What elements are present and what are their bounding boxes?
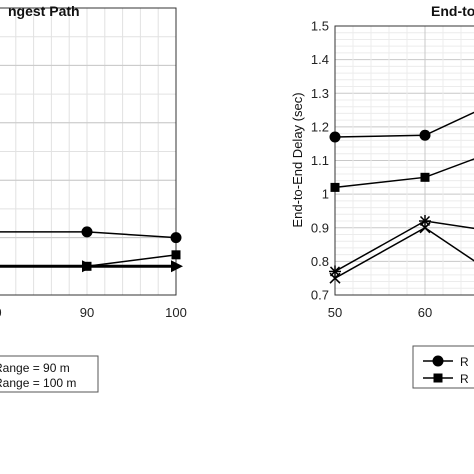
left-legend-label-1: Range = 100 m <box>0 376 76 390</box>
right-legend-label-0: R <box>460 355 469 369</box>
right-y-tick-label: 1.4 <box>311 52 329 67</box>
right-series-1-point <box>420 172 430 182</box>
left-chart: ngest Path 0 90 100 Range = 90 m Range = 1… <box>0 3 187 393</box>
right-legend-label-1: R <box>460 372 469 386</box>
right-series-3-point-stroke <box>419 222 431 234</box>
left-legend-label-0: Range = 90 m <box>0 361 70 375</box>
left-series-1-point <box>171 260 183 273</box>
left-x-tick-label: 0 <box>0 305 2 320</box>
right-series-2-point <box>419 215 431 228</box>
right-series-3-point <box>419 222 431 234</box>
right-y-tick-label: 1.5 <box>311 19 329 34</box>
right-y-axis-label: End-to-End Delay (sec) <box>290 92 305 227</box>
right-x-tick-label: 50 <box>328 305 342 320</box>
left-chart-title: ngest Path <box>8 3 80 19</box>
left-x-ticks: 0 90 100 <box>0 305 187 320</box>
left-legend-box <box>0 355 99 393</box>
left-x-tick-label: 100 <box>165 305 187 320</box>
right-legend-marker-1 <box>433 373 443 383</box>
right-series-3-point <box>329 272 341 284</box>
right-grid <box>334 25 474 296</box>
right-y-tick-label: 1 <box>322 187 329 202</box>
right-series-0-point <box>329 131 341 143</box>
right-x-tick-label: 60 <box>418 305 432 320</box>
right-legend-box <box>412 345 474 389</box>
left-series <box>0 226 183 273</box>
right-chart-title: End-to <box>431 3 474 19</box>
right-chart: End-to End-to-End Delay (sec) 0.7 0.8 0.9 1… <box>290 3 474 389</box>
right-plot-frame <box>334 25 474 296</box>
right-series-3-point-stroke <box>329 272 341 284</box>
right-y-ticks: 0.7 0.8 0.9 1 1.1 1.2 1.3 1.4 1.5 <box>311 19 329 303</box>
left-grid <box>0 7 177 296</box>
right-series-line-3 <box>334 226 474 279</box>
right-y-tick-label: 0.7 <box>311 288 329 303</box>
right-y-tick-label: 0.8 <box>311 254 329 269</box>
right-y-tick-label: 1.3 <box>311 86 329 101</box>
right-x-ticks: 50 60 <box>328 305 432 320</box>
right-series-0-point <box>419 129 431 141</box>
left-series-1-point <box>82 260 94 273</box>
left-series-0-point <box>171 250 181 260</box>
right-y-tick-label: 1.2 <box>311 119 329 134</box>
left-series-2-point <box>81 226 93 238</box>
right-series <box>329 111 474 284</box>
left-plot-frame <box>0 7 177 296</box>
left-series-2-point <box>170 232 182 244</box>
right-y-tick-label: 0.9 <box>311 220 329 235</box>
right-legend: R R <box>412 345 474 389</box>
right-legend-marker-0 <box>432 355 444 367</box>
left-legend: Range = 90 m Range = 100 m <box>0 355 99 393</box>
right-y-tick-label: 1.1 <box>311 153 329 168</box>
left-x-tick-label: 90 <box>80 305 94 320</box>
right-series-1-point <box>330 182 340 192</box>
